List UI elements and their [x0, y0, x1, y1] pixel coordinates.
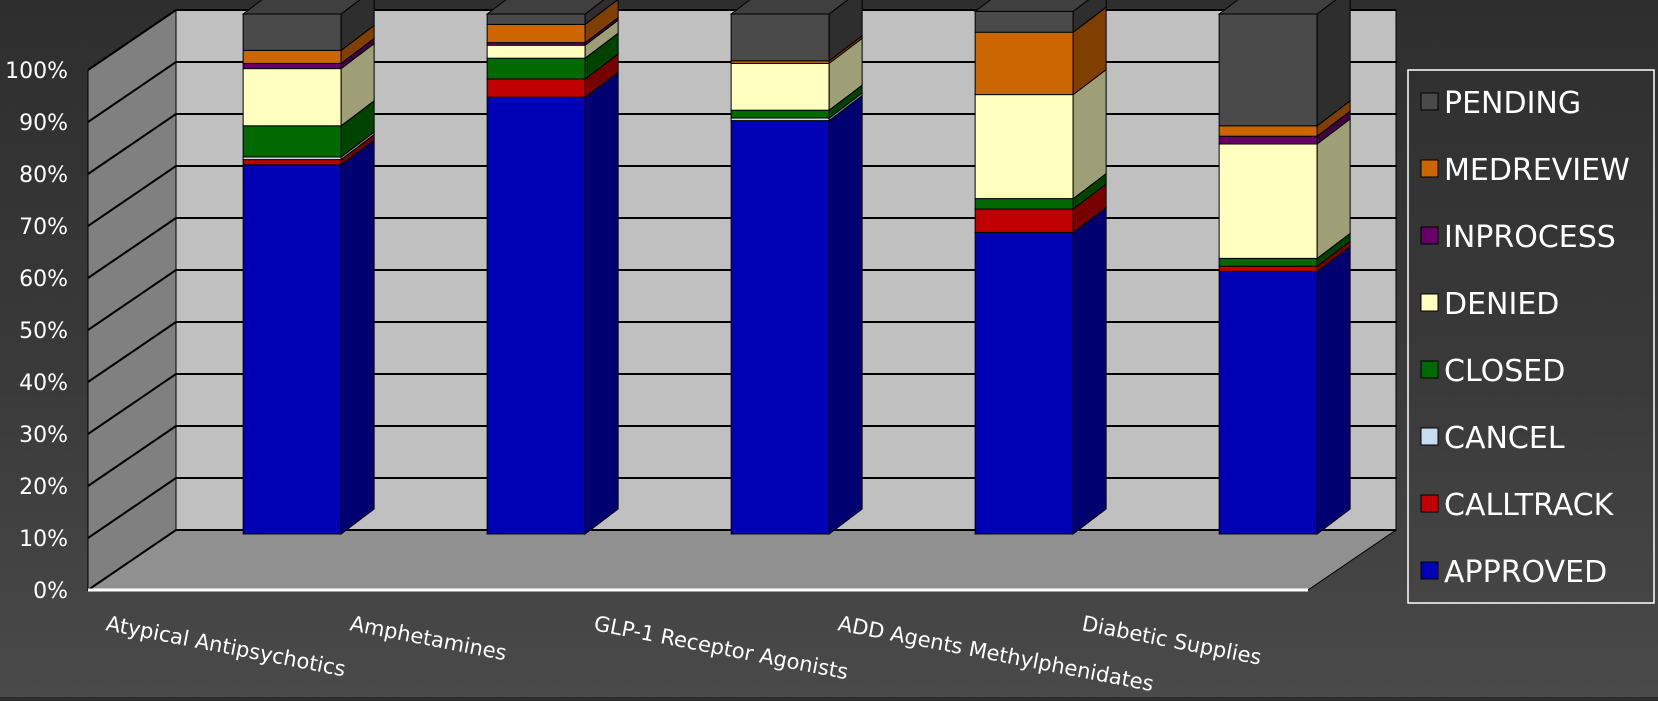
gridline-side	[87, 321, 177, 383]
y-tick-label: 10%	[19, 527, 68, 552]
y-tick-label: 30%	[19, 423, 68, 448]
legend-label-medreview: MEDREVIEW	[1444, 153, 1630, 188]
bar-top	[973, 0, 1090, 12]
x-category-label: GLP-1 Receptor Agonists	[592, 611, 850, 684]
y-tick-label: 20%	[19, 475, 68, 500]
bar-pending	[730, 13, 830, 62]
legend-label-denied: DENIED	[1444, 287, 1559, 322]
gridline-side	[87, 113, 177, 175]
bar-medreview	[1218, 125, 1318, 137]
legend-label-cancel: CANCEL	[1444, 421, 1565, 456]
bar-side-approved	[1316, 245, 1351, 536]
bar-closed	[730, 109, 830, 119]
legend-swatch-pending	[1420, 92, 1439, 111]
legend-swatch-medreview	[1420, 159, 1439, 178]
y-tick-label: 0%	[33, 579, 68, 604]
y-tick-label: 40%	[19, 371, 68, 396]
bar-pending	[1218, 13, 1318, 127]
bar-pending	[486, 13, 586, 25]
gridline-side	[87, 477, 177, 539]
bar-medreview	[486, 23, 586, 44]
bar-inprocess	[242, 62, 342, 70]
y-tick-label: 50%	[19, 319, 68, 344]
y-tick-label: 90%	[19, 111, 68, 136]
bar-denied	[974, 94, 1074, 200]
bar-pending	[242, 13, 342, 51]
bar-closed	[974, 198, 1074, 210]
floor	[86, 529, 1398, 591]
gridline-side	[87, 425, 177, 487]
bar-side-pending	[1316, 0, 1351, 127]
bar-approved	[730, 120, 830, 535]
y-tick-label: 80%	[19, 163, 68, 188]
bar-side-approved	[828, 94, 863, 536]
bar-side-pending	[1072, 0, 1107, 34]
legend-label-approved: APPROVED	[1444, 555, 1607, 590]
bar-top	[485, 0, 605, 15]
bar-calltrack	[486, 78, 586, 98]
bar-medreview	[242, 49, 342, 64]
bar-denied	[730, 62, 830, 111]
bar-denied	[1218, 143, 1318, 259]
bar-closed	[486, 57, 586, 80]
bar-side-pending	[340, 0, 375, 52]
x-category-label: Amphetamines	[348, 611, 509, 665]
x-category-label: Atypical Antipsychotics	[104, 611, 348, 681]
gridline-side	[87, 165, 177, 227]
bar-medreview	[974, 31, 1074, 96]
bar-top	[729, 0, 849, 15]
bar-closed	[1218, 257, 1318, 267]
bar-calltrack	[974, 208, 1074, 233]
legend-swatch-closed	[1420, 360, 1439, 379]
gridline-side	[87, 217, 177, 279]
legend-swatch-denied	[1420, 293, 1439, 312]
legend-label-closed: CLOSED	[1444, 354, 1565, 389]
bar-top	[1217, 0, 1337, 15]
bar-calltrack	[242, 159, 342, 166]
legend-label-calltrack: CALLTRACK	[1444, 488, 1615, 523]
y-tick-label: 100%	[5, 59, 68, 84]
bar-inprocess	[1218, 135, 1318, 145]
gridline-side	[87, 529, 177, 591]
legend-label-pending: PENDING	[1444, 86, 1581, 121]
bar-denied	[486, 44, 586, 59]
y-tick-label: 60%	[19, 267, 68, 292]
bar-side-approved	[1072, 206, 1107, 536]
bar-calltrack	[1218, 265, 1318, 272]
x-category-label: Diabetic Supplies	[1080, 611, 1263, 669]
bar-side-approved	[340, 138, 375, 536]
bar-denied	[242, 68, 342, 127]
legend-swatch-calltrack	[1420, 494, 1439, 513]
gridline-side	[87, 9, 177, 71]
legend-label-inprocess: INPROCESS	[1444, 220, 1616, 255]
bar-side-approved	[584, 71, 619, 536]
bar-closed	[242, 125, 342, 158]
gridline-side	[87, 373, 177, 435]
bar-approved	[242, 164, 342, 535]
gridline-side	[87, 269, 177, 331]
bar-approved	[1218, 270, 1318, 535]
legend-swatch-approved	[1420, 561, 1439, 580]
bar-side-pending	[828, 0, 863, 62]
legend-box	[1407, 69, 1655, 604]
y-tick-label: 70%	[19, 215, 68, 240]
bar-top	[241, 0, 361, 15]
legend-swatch-inprocess	[1420, 226, 1439, 245]
bar-side-pending	[584, 0, 619, 26]
legend-swatch-cancel	[1420, 427, 1439, 446]
bar-approved	[486, 96, 586, 535]
gridline-side	[87, 61, 177, 123]
bar-pending	[974, 10, 1074, 33]
bar-approved	[974, 231, 1074, 535]
